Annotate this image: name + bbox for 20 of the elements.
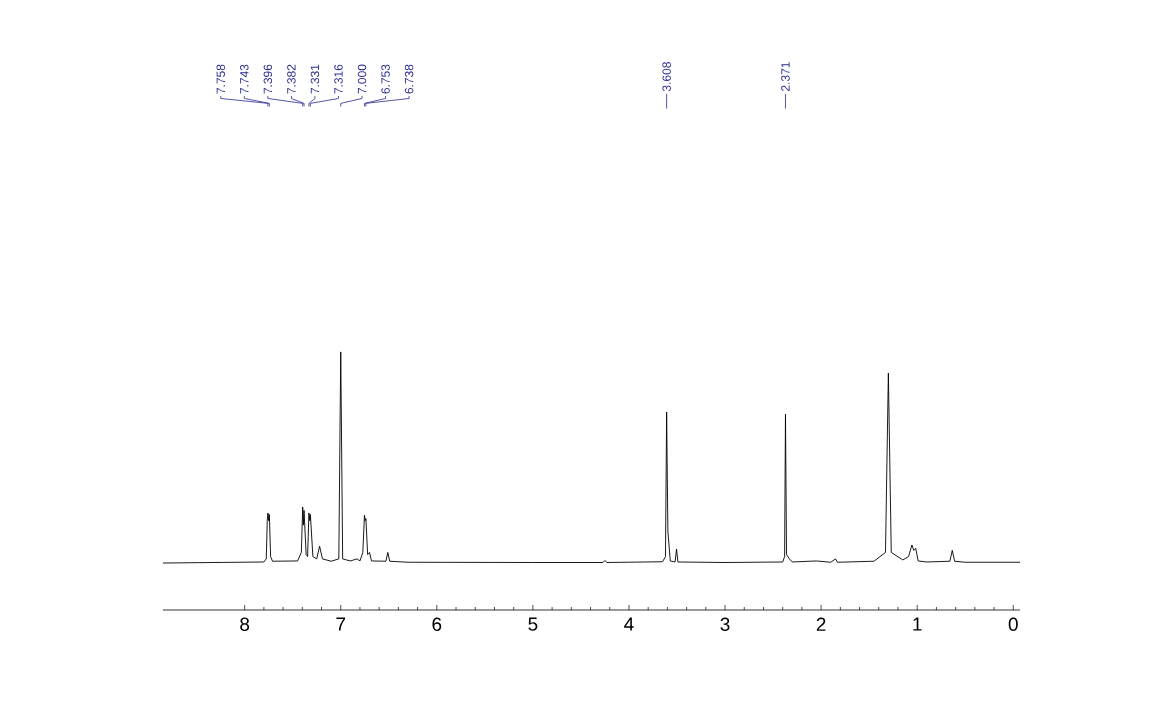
annotation: 7.396 bbox=[263, 64, 273, 94]
annotation: 6.753 bbox=[381, 64, 390, 94]
x-tick-label: 2 bbox=[816, 617, 826, 631]
x-tick-label: 6 bbox=[432, 617, 442, 631]
x-tick-label: 8 bbox=[240, 617, 250, 631]
annotation: 7.331 bbox=[310, 64, 320, 94]
x-tick-label: 0 bbox=[1008, 617, 1018, 631]
annotation: 7.382 bbox=[287, 64, 296, 94]
x-tick-label: 5 bbox=[528, 617, 538, 631]
x-tick-label: 3 bbox=[720, 617, 730, 631]
x-tick-label: 4 bbox=[624, 617, 634, 631]
annotation: 7.743 bbox=[240, 64, 249, 94]
annotation: 7.316 bbox=[334, 64, 343, 94]
annotation: 7.758 bbox=[216, 64, 226, 94]
x-tick-label: 1 bbox=[913, 617, 922, 631]
annotation: 7.000 bbox=[357, 64, 367, 94]
annotation: 2.371 bbox=[781, 62, 790, 91]
x-tick-label: 7 bbox=[336, 617, 346, 631]
annotation: 6.738 bbox=[404, 64, 414, 94]
annotation: 3.608 bbox=[662, 62, 671, 92]
